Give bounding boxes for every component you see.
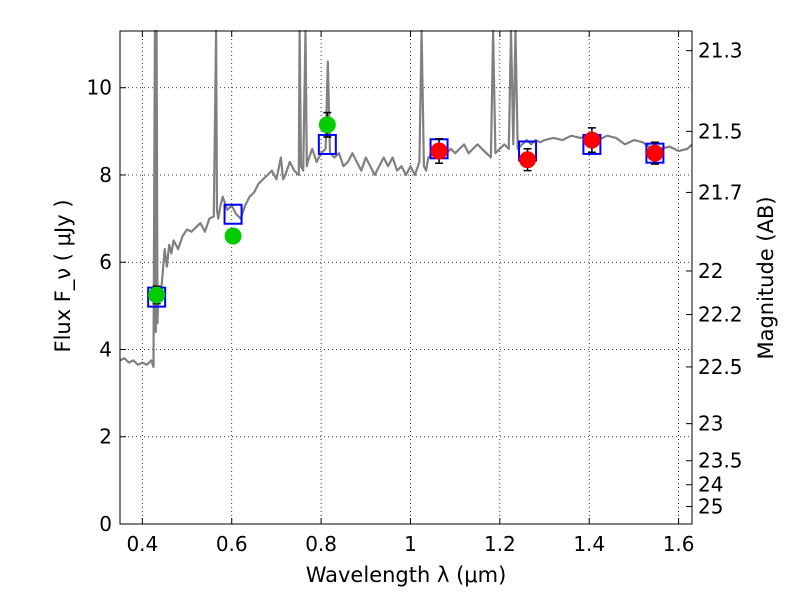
right-tick-label: 21.3 [698, 39, 743, 63]
right-tick-label: 24 [698, 473, 723, 497]
right-tick-label: 22.5 [698, 355, 743, 379]
right-tick-label: 21.7 [698, 180, 743, 204]
x-tick-label: 1.2 [484, 532, 516, 556]
axis-ticks [120, 31, 692, 525]
y-tick-label: 2 [99, 425, 112, 449]
near-ir-photometry-point [646, 144, 664, 162]
right-axis-title: Magnitude (AB) [754, 196, 778, 359]
plot-frame [119, 30, 693, 525]
grid-lines [120, 31, 692, 524]
x-tick-label: 0.6 [216, 532, 248, 556]
near-ir-photometry-point [583, 131, 601, 149]
optical-photometry-point [224, 227, 242, 245]
right-tick-label: 22.2 [698, 303, 743, 327]
x-tick-label: 0.4 [126, 532, 158, 556]
model-photometry-squares [147, 133, 665, 308]
y-tick-label: 0 [99, 512, 112, 536]
near-ir-photometry-point [519, 151, 537, 169]
observed-points [148, 116, 664, 304]
right-tick-label: 21.5 [698, 119, 743, 143]
y-axis-title: Flux F_ν ( μJy ) [51, 199, 76, 352]
plot-contents [119, 29, 693, 368]
optical-photometry-point [148, 286, 166, 304]
right-tick-label: 23 [698, 412, 723, 436]
optical-photometry-point [318, 116, 336, 134]
x-tick-label: 1 [404, 532, 417, 556]
y-tick-label: 4 [99, 337, 112, 361]
x-axis-title: Wavelength λ (μm) [306, 563, 507, 587]
x-tick-label: 1.4 [573, 532, 605, 556]
y-tick-labels: 0 2 4 6 8 10 [87, 76, 112, 536]
x-tick-label: 0.8 [305, 532, 337, 556]
y-tick-label: 10 [87, 76, 112, 100]
near-ir-photometry-point [430, 142, 448, 160]
x-tick-label: 1.6 [663, 532, 695, 556]
right-tick-label: 23.5 [698, 449, 743, 473]
y-tick-label: 6 [99, 250, 112, 274]
y-tick-label: 8 [99, 163, 112, 187]
model-spectrum-line [119, 29, 693, 368]
right-tick-label: 25 [698, 495, 723, 519]
model-photometry-square [223, 203, 243, 225]
x-tick-labels: 0.4 0.6 0.8 1 1.2 1.4 1.6 [126, 532, 694, 556]
right-tick-label: 22 [698, 259, 723, 283]
